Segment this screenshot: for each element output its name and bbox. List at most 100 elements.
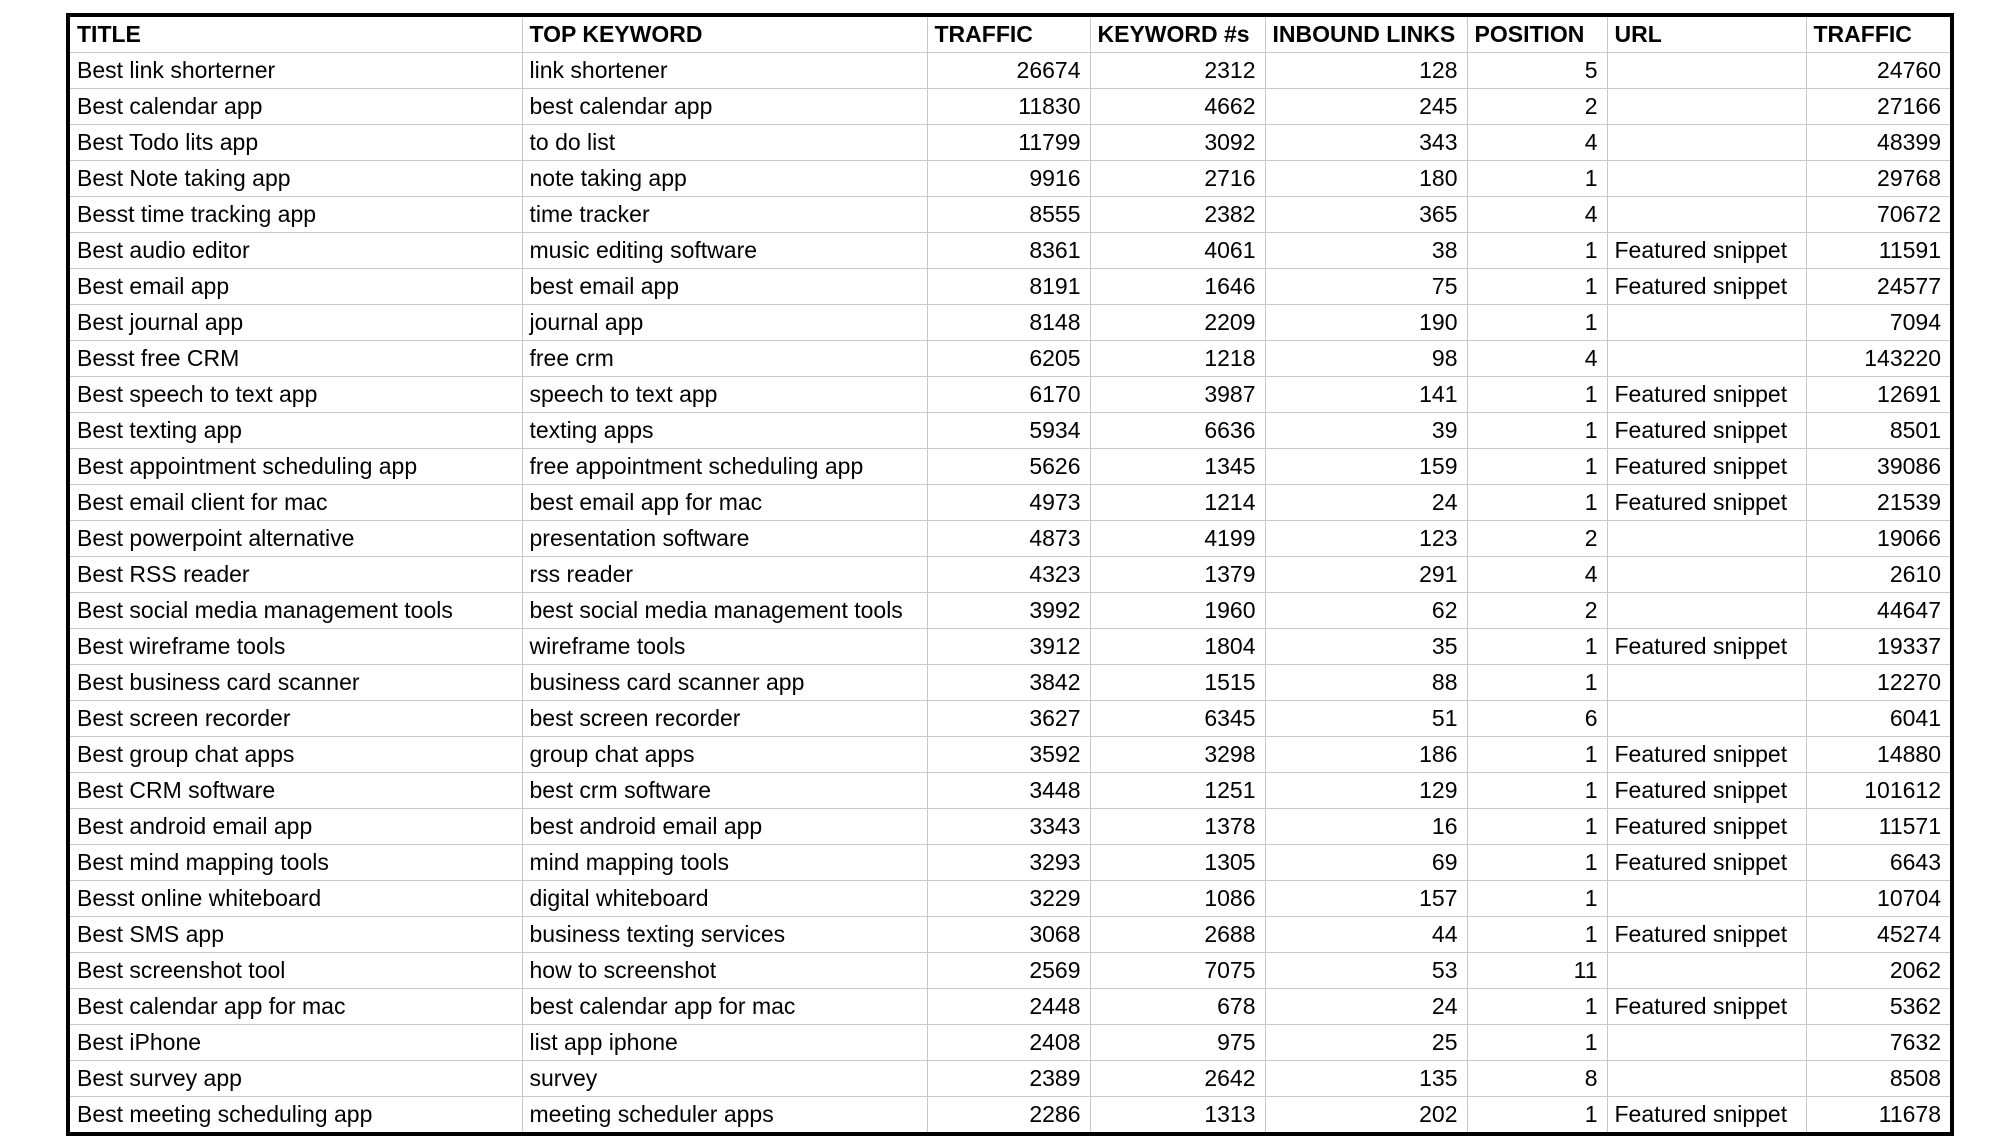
cell-keyword_count: 4662	[1089, 88, 1266, 125]
table-row: Best link shorterner link shortener 26674 2…	[67, 52, 1953, 89]
table-row: Best powerpoint alternative presentation …	[67, 520, 1953, 557]
cell-traffic: 4873	[926, 520, 1091, 557]
cell-traffic: 5626	[926, 448, 1091, 485]
cell-inbound_links: 190	[1264, 304, 1468, 341]
cell-inbound_links: 98	[1264, 340, 1468, 377]
cell-url	[1606, 880, 1807, 917]
cell-title: Best SMS app	[67, 916, 523, 953]
cell-inbound_links: 135	[1264, 1060, 1468, 1097]
cell-traffic: 3912	[926, 628, 1091, 665]
cell-url	[1606, 1060, 1807, 1097]
cell-top_keyword: best android email app	[521, 808, 928, 845]
cell-inbound_links: 69	[1264, 844, 1468, 881]
cell-keyword_count: 1379	[1089, 556, 1266, 593]
cell-position: 1	[1466, 304, 1608, 341]
cell-position: 1	[1466, 880, 1608, 917]
table-row: Best meeting scheduling app meeting sched…	[67, 1096, 1953, 1135]
cell-traffic: 3068	[926, 916, 1091, 953]
cell-position: 1	[1466, 1024, 1608, 1061]
cell-inbound_links: 88	[1264, 664, 1468, 701]
cell-keyword_count: 2382	[1089, 196, 1266, 233]
cell-traffic_2: 11591	[1805, 232, 1953, 269]
cell-traffic: 2448	[926, 988, 1091, 1025]
cell-keyword_count: 6636	[1089, 412, 1266, 449]
cell-inbound_links: 202	[1264, 1096, 1468, 1135]
cell-traffic: 8555	[926, 196, 1091, 233]
cell-keyword_count: 1646	[1089, 268, 1266, 305]
cell-inbound_links: 62	[1264, 592, 1468, 629]
cell-url: Featured snippet	[1606, 628, 1807, 665]
cell-traffic_2: 8501	[1805, 412, 1953, 449]
cell-title: Best texting app	[67, 412, 523, 449]
cell-url: Featured snippet	[1606, 268, 1807, 305]
cell-inbound_links: 38	[1264, 232, 1468, 269]
table-row: Best social media management tools best s…	[67, 592, 1953, 629]
cell-position: 2	[1466, 88, 1608, 125]
cell-url: Featured snippet	[1606, 376, 1807, 413]
cell-title: Best CRM software	[67, 772, 523, 809]
cell-title: Best screen recorder	[67, 700, 523, 737]
cell-traffic_2: 6041	[1805, 700, 1953, 737]
cell-traffic_2: 19066	[1805, 520, 1953, 557]
cell-traffic_2: 39086	[1805, 448, 1953, 485]
cell-url	[1606, 556, 1807, 593]
cell-traffic: 5934	[926, 412, 1091, 449]
table-row: Best iPhone list app iphone 2408 975 25 1 7632	[67, 1024, 1953, 1061]
cell-keyword_count: 4199	[1089, 520, 1266, 557]
cell-traffic: 3293	[926, 844, 1091, 881]
cell-inbound_links: 24	[1264, 484, 1468, 521]
cell-traffic: 3343	[926, 808, 1091, 845]
table-row: Best screen recorder best screen recorder…	[67, 700, 1953, 737]
column-header-url: URL	[1606, 14, 1807, 53]
cell-top_keyword: link shortener	[521, 52, 928, 89]
cell-top_keyword: to do list	[521, 124, 928, 161]
table-row: Best texting app texting apps 5934 6636 39 1 F…	[67, 412, 1953, 449]
cell-url: Featured snippet	[1606, 808, 1807, 845]
cell-url: Featured snippet	[1606, 772, 1807, 809]
cell-traffic_2: 2610	[1805, 556, 1953, 593]
cell-traffic_2: 2062	[1805, 952, 1953, 989]
cell-top_keyword: wireframe tools	[521, 628, 928, 665]
cell-top_keyword: list app iphone	[521, 1024, 928, 1061]
cell-top_keyword: digital whiteboard	[521, 880, 928, 917]
cell-keyword_count: 7075	[1089, 952, 1266, 989]
cell-position: 1	[1466, 232, 1608, 269]
cell-top_keyword: best screen recorder	[521, 700, 928, 737]
seo-keyword-table: TITLE TOP KEYWORD TRAFFIC KEYWORD #s INBOUND…	[66, 13, 1954, 1136]
cell-top_keyword: mind mapping tools	[521, 844, 928, 881]
cell-inbound_links: 123	[1264, 520, 1468, 557]
cell-keyword_count: 2642	[1089, 1060, 1266, 1097]
cell-url	[1606, 952, 1807, 989]
cell-top_keyword: free crm	[521, 340, 928, 377]
cell-url	[1606, 88, 1807, 125]
cell-traffic: 2569	[926, 952, 1091, 989]
cell-traffic: 6205	[926, 340, 1091, 377]
cell-keyword_count: 6345	[1089, 700, 1266, 737]
cell-keyword_count: 1804	[1089, 628, 1266, 665]
cell-traffic_2: 8508	[1805, 1060, 1953, 1097]
cell-title: Best mind mapping tools	[67, 844, 523, 881]
cell-url	[1606, 304, 1807, 341]
cell-title: Besst free CRM	[67, 340, 523, 377]
cell-traffic_2: 143220	[1805, 340, 1953, 377]
cell-url	[1606, 52, 1807, 89]
cell-title: Besst time tracking app	[67, 196, 523, 233]
cell-position: 8	[1466, 1060, 1608, 1097]
cell-traffic_2: 24577	[1805, 268, 1953, 305]
cell-top_keyword: speech to text app	[521, 376, 928, 413]
cell-title: Best link shorterner	[67, 52, 523, 89]
cell-position: 1	[1466, 664, 1608, 701]
cell-position: 2	[1466, 592, 1608, 629]
cell-top_keyword: business texting services	[521, 916, 928, 953]
cell-inbound_links: 128	[1264, 52, 1468, 89]
cell-url: Featured snippet	[1606, 844, 1807, 881]
cell-title: Best speech to text app	[67, 376, 523, 413]
cell-traffic: 3842	[926, 664, 1091, 701]
cell-url	[1606, 340, 1807, 377]
table-row: Best RSS reader rss reader 4323 1379 291 4 261…	[67, 556, 1953, 593]
cell-keyword_count: 3987	[1089, 376, 1266, 413]
cell-url	[1606, 520, 1807, 557]
cell-keyword_count: 4061	[1089, 232, 1266, 269]
cell-inbound_links: 75	[1264, 268, 1468, 305]
cell-position: 1	[1466, 268, 1608, 305]
